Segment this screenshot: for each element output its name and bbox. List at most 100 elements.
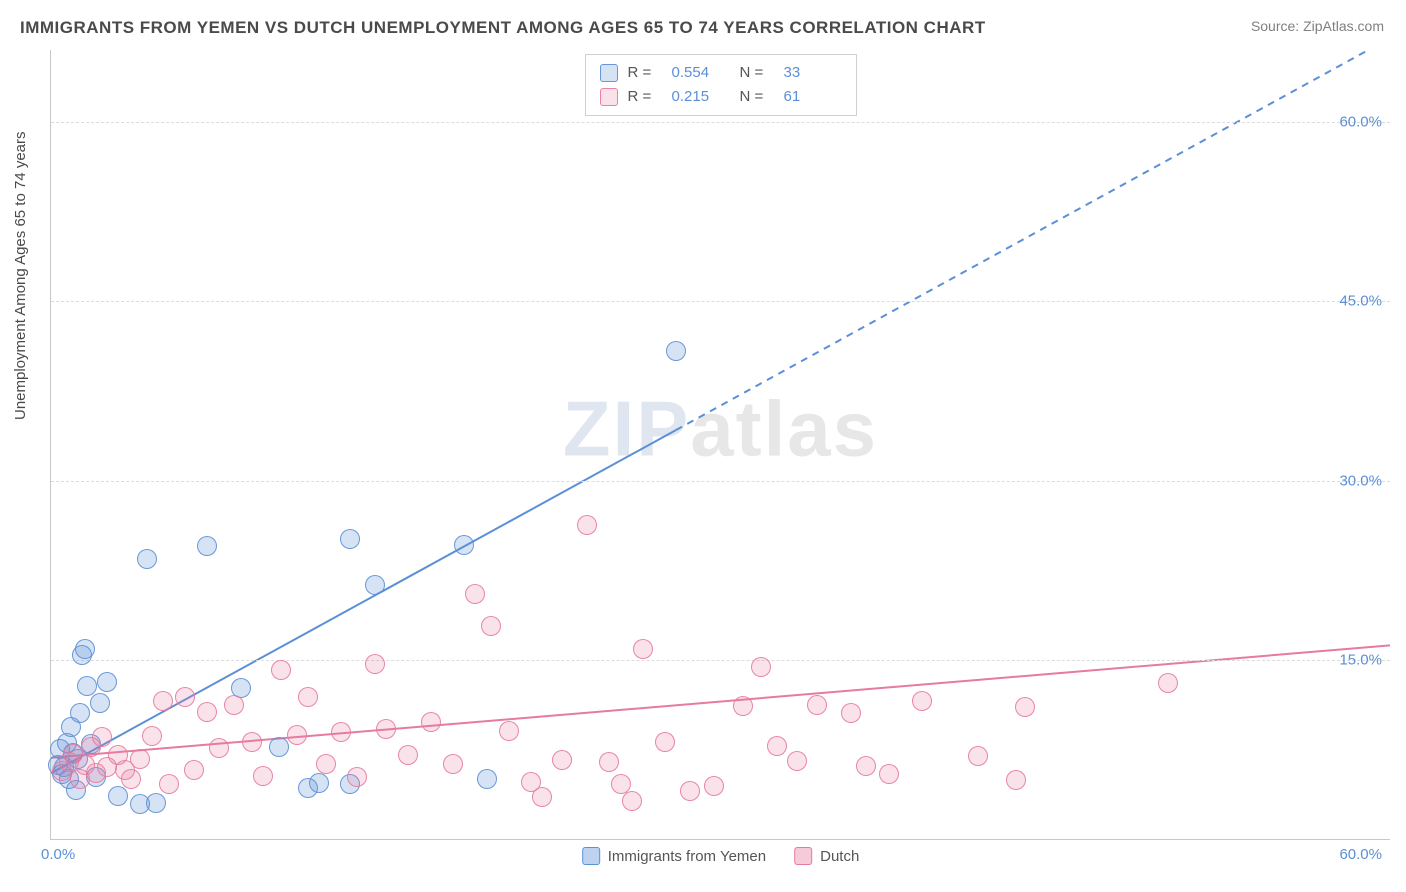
grid-line [51, 122, 1390, 123]
data-point [879, 764, 899, 784]
watermark-a: ZIP [563, 384, 690, 472]
grid-line [51, 660, 1390, 661]
data-point [316, 754, 336, 774]
legend-r-value: 0.215 [672, 85, 730, 109]
data-point [159, 774, 179, 794]
x-tick-label: 60.0% [1339, 846, 1382, 863]
data-point [912, 691, 932, 711]
data-point [532, 787, 552, 807]
data-point [130, 749, 150, 769]
legend-r-label: R = [628, 61, 662, 85]
data-point [269, 737, 289, 757]
data-point [481, 616, 501, 636]
data-point [153, 691, 173, 711]
data-point [680, 781, 700, 801]
data-point [347, 767, 367, 787]
legend-n-value: 33 [784, 61, 842, 85]
data-point [751, 657, 771, 677]
legend-swatch [582, 847, 600, 865]
data-point [733, 696, 753, 716]
data-point [287, 725, 307, 745]
y-axis-label: Unemployment Among Ages 65 to 74 years [12, 131, 29, 420]
data-point [197, 536, 217, 556]
watermark: ZIPatlas [563, 383, 878, 474]
data-point [767, 736, 787, 756]
legend-r-label: R = [628, 85, 662, 109]
legend-r-value: 0.554 [672, 61, 730, 85]
data-point [1015, 697, 1035, 717]
data-point [666, 341, 686, 361]
data-point [443, 754, 463, 774]
legend-series-item: Immigrants from Yemen [582, 847, 766, 865]
data-point [184, 760, 204, 780]
data-point [398, 745, 418, 765]
data-point [92, 727, 112, 747]
legend-n-label: N = [740, 61, 774, 85]
y-tick-label: 45.0% [1339, 293, 1382, 310]
data-point [253, 766, 273, 786]
legend-swatch [794, 847, 812, 865]
grid-line [51, 481, 1390, 482]
legend-series-label: Immigrants from Yemen [608, 848, 766, 865]
legend-correlation: R = 0.554 N = 33 R = 0.215 N = 61 [585, 54, 857, 116]
y-tick-label: 30.0% [1339, 472, 1382, 489]
data-point [365, 654, 385, 674]
data-point [97, 672, 117, 692]
x-tick-label: 0.0% [41, 846, 75, 863]
data-point [376, 719, 396, 739]
data-point [1006, 770, 1026, 790]
data-point [340, 529, 360, 549]
data-point [856, 756, 876, 776]
data-point [841, 703, 861, 723]
legend-correlation-row: R = 0.215 N = 61 [600, 85, 842, 109]
data-point [499, 721, 519, 741]
data-point [146, 793, 166, 813]
data-point [142, 726, 162, 746]
watermark-b: atlas [690, 384, 878, 472]
data-point [209, 738, 229, 758]
data-point [331, 722, 351, 742]
data-point [704, 776, 724, 796]
y-tick-label: 60.0% [1339, 113, 1382, 130]
data-point [454, 535, 474, 555]
data-point [968, 746, 988, 766]
data-point [465, 584, 485, 604]
data-point [271, 660, 291, 680]
data-point [137, 549, 157, 569]
data-point [577, 515, 597, 535]
data-point [224, 695, 244, 715]
data-point [75, 639, 95, 659]
data-point [108, 786, 128, 806]
data-point [1158, 673, 1178, 693]
legend-series-item: Dutch [794, 847, 859, 865]
legend-n-label: N = [740, 85, 774, 109]
source-label: Source: ZipAtlas.com [1251, 18, 1384, 34]
data-point [298, 778, 318, 798]
data-point [298, 687, 318, 707]
plot-area: ZIPatlas R =0.554N =33R =0.215N =61 Immi… [50, 50, 1390, 840]
data-point [633, 639, 653, 659]
data-point [477, 769, 497, 789]
legend-n-value: 61 [784, 85, 842, 109]
chart-title: IMMIGRANTS FROM YEMEN VS DUTCH UNEMPLOYM… [20, 18, 986, 38]
data-point [655, 732, 675, 752]
data-point [599, 752, 619, 772]
legend-correlation-row: R = 0.554 N = 33 [600, 61, 842, 85]
data-point [807, 695, 827, 715]
data-point [121, 769, 141, 789]
legend-swatch [600, 64, 618, 82]
data-point [90, 693, 110, 713]
data-point [552, 750, 572, 770]
y-tick-label: 15.0% [1339, 652, 1382, 669]
data-point [77, 676, 97, 696]
data-point [242, 732, 262, 752]
legend-swatch [600, 88, 618, 106]
data-point [622, 791, 642, 811]
data-point [365, 575, 385, 595]
data-point [70, 703, 90, 723]
legend-series: Immigrants from Yemen Dutch [582, 847, 860, 865]
data-point [197, 702, 217, 722]
grid-line [51, 301, 1390, 302]
legend-series-label: Dutch [820, 848, 859, 865]
data-point [175, 687, 195, 707]
